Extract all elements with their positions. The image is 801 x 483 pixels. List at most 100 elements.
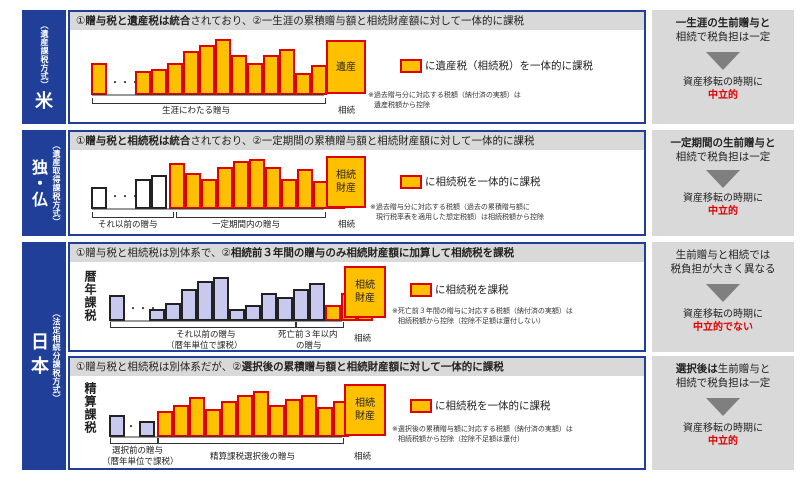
legend-swatch <box>410 399 432 413</box>
gift-bar <box>169 163 185 209</box>
before-brace <box>92 212 174 218</box>
before-label: それ以前の贈与 <box>98 220 158 230</box>
header-text: ①贈与税と相続税は別体系だが、② <box>76 361 242 373</box>
gift-bar <box>231 55 247 95</box>
summary-top: 選択後は生前贈与と 相続で税負担は一定 <box>652 362 794 390</box>
gift-bar <box>233 161 249 209</box>
panel-header: ①贈与税と遺産税は統合されており、②一生涯の累積贈与額と相続財産額に対して一体的… <box>70 12 644 30</box>
summary-japan-settlement: 選択後は生前贈与と 相続で税負担は一定 資産移転の時期に 中立的 <box>652 356 794 470</box>
before-sublabel: （暦年単位で課税） <box>166 341 243 351</box>
summary-text: 生前贈与と相続では <box>675 249 771 261</box>
gift-bar <box>295 73 311 95</box>
gift-bar <box>279 49 295 95</box>
gift-bar-calendar-year <box>293 289 309 321</box>
estate-block: 相続財産 <box>344 384 386 436</box>
legend-swatch <box>410 283 432 297</box>
header-text: ①贈与税と相続税は別体系で、② <box>76 247 231 259</box>
ellipsis: ・・・ <box>110 78 140 89</box>
country-name: 米 <box>35 91 53 112</box>
summary-top: 一生涯の生前贈与と 相続で税負担は一定 <box>652 16 794 44</box>
header-bold: 選択後の累積贈与額と相続財産額に対して一体的に課税 <box>241 361 504 373</box>
system-label: 暦年課税 <box>83 270 97 322</box>
header-text: されており、②一生涯の累積贈与額と相続財産額に対して一体的に課税 <box>190 15 524 27</box>
header-bold: 贈与税と相続税は統合 <box>85 135 191 147</box>
summary-top: 一定期間の生前贈与と 相続で税負担は一定 <box>652 136 794 164</box>
summary-verdict: 中立的 <box>708 90 738 101</box>
header-text: されており、②一定期間の累積贈与額と相続財産額に対して一体的に課税 <box>190 135 535 147</box>
summary-text: 相続で税負担は一定 <box>675 377 771 389</box>
period-brace <box>92 98 326 104</box>
note-line: 遺産税額から控除 <box>374 101 430 109</box>
gift-bar <box>317 407 333 437</box>
gift-bar <box>167 63 183 95</box>
period-label: 生涯にわたる贈与 <box>162 106 231 116</box>
gift-bar-added <box>325 305 341 321</box>
gift-bar-calendar-year <box>277 297 293 321</box>
summary-text: 資産移転の時期に <box>683 309 763 320</box>
gift-bar <box>91 63 107 95</box>
gift-bar <box>285 399 301 437</box>
gift-bar-outside-period <box>151 175 167 209</box>
gift-bar-calendar-year <box>309 283 325 321</box>
estate-text: 相続財産 <box>336 170 356 194</box>
header-bold: 相続前３年間の贈与のみ相続財産額に加算して相続税を課税 <box>230 247 515 259</box>
gift-bar-outside-period <box>91 187 107 209</box>
country-label-japan: 日本 （法定相続分課税方式） <box>22 242 66 470</box>
legend-swatch <box>400 175 422 189</box>
summary-verdict: 中立的 <box>708 436 738 447</box>
gift-bar-calendar-year <box>229 309 245 321</box>
gift-bar-calendar-year <box>261 293 277 321</box>
summary-bold: 一生涯の生前贈与と <box>675 17 771 29</box>
note-line: 相続税額から控除（控除不足額は還付しない） <box>398 317 545 325</box>
gift-bar <box>135 71 151 95</box>
ellipsis: ・・・ <box>110 192 140 203</box>
estate-block: 遺産 <box>326 40 366 94</box>
note-line: ※過去贈与分に対応する税額（過去の累積贈与額に <box>370 203 530 211</box>
gift-bar <box>215 39 231 95</box>
period-brace <box>158 438 344 444</box>
note: ※死亡前３年間の贈与に対応する税額（納付済の実額）は 相続税額から控除（控除不足額… <box>392 306 573 326</box>
gift-bar <box>189 397 205 437</box>
gift-bar-calendar-year <box>109 295 125 321</box>
down-arrow-icon <box>706 398 740 416</box>
before-label: 選択前の贈与 <box>112 446 164 456</box>
summary-text: 相続で税負担は一定 <box>675 151 771 163</box>
summary-japan-calendar: 生前贈与と相続では 税負担が大きく異なる 資産移転の時期に 中立的でない <box>652 242 794 352</box>
summary-bottom: 資産移転の時期に 中立的 <box>652 192 794 218</box>
panel-japan-settlement: ①贈与税と相続税は別体系だが、②選択後の累積贈与額と相続財産額に対して一体的に課… <box>68 356 646 470</box>
gift-bar <box>297 169 313 209</box>
panel-de-fr: ①贈与税と相続税は統合されており、②一定期間の累積贈与額と相続財産額に対して一体… <box>68 130 646 236</box>
gift-bar <box>311 65 327 95</box>
before-brace <box>110 322 296 328</box>
note-line: ※過去贈与分に対応する税額（納付済の実額）は <box>368 91 521 99</box>
note: ※過去贈与分に対応する税額（納付済の実額）は遺産税額から控除 <box>368 90 521 110</box>
note: ※選択後の累積贈与額に対応する税額（納付済の実額）は 相続税額から控除（控除不足額… <box>392 424 573 444</box>
before-label: それ以前の贈与 <box>176 330 236 340</box>
summary-text: 資産移転の時期に <box>683 423 763 434</box>
gift-bar <box>151 69 167 95</box>
legend: に相続税を課税 <box>410 282 509 297</box>
gift-bar-calendar-year <box>197 281 213 321</box>
note: ※過去贈与分に対応する税額（過去の累積贈与額に 現行税率表を適用した想定税額）は相… <box>370 202 544 222</box>
down-arrow-icon <box>706 170 740 188</box>
summary-text: 税負担が大きく異なる <box>670 263 776 275</box>
panel-header: ①贈与税と相続税は統合されており、②一定期間の累積贈与額と相続財産額に対して一体… <box>70 132 644 150</box>
gift-bar-calendar-year <box>245 305 261 321</box>
gift-bar-before-election <box>109 415 125 437</box>
gift-bar <box>157 411 173 437</box>
tax-system-type: （遺産課税方式） <box>40 21 49 89</box>
gift-bar <box>253 391 269 437</box>
gift-bar-before-election <box>139 421 155 437</box>
gift-bar-calendar-year <box>165 303 181 321</box>
gift-bars-chart: ・・・ <box>91 39 327 96</box>
gift-bar <box>221 401 237 437</box>
period-brace <box>176 212 326 218</box>
gift-bar <box>265 167 281 209</box>
gift-bar <box>281 179 297 209</box>
gift-bar <box>173 405 189 437</box>
summary-bold: 一定期間の生前贈与と <box>670 137 776 149</box>
gift-bars-chart: ・・・ <box>91 159 345 210</box>
country-name: 日本 <box>28 332 49 380</box>
estate-block: 相続財産 <box>326 156 366 208</box>
summary-text: 生前贈与と <box>717 363 771 375</box>
